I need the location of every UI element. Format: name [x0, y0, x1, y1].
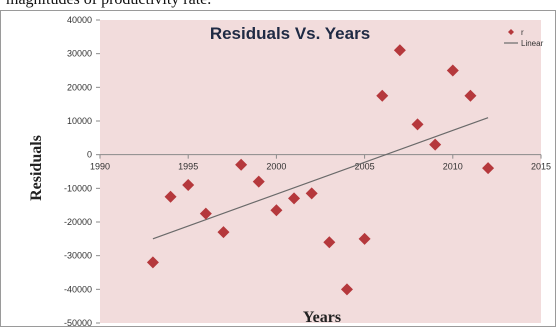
legend-marker-r: [508, 29, 514, 35]
trendline: [152, 117, 489, 240]
y-tick-label: 0: [87, 150, 92, 160]
data-point: [288, 192, 301, 205]
chart-title: Residuals Vs. Years: [210, 24, 370, 43]
data-point: [411, 118, 424, 131]
y-tick-label: -20000: [64, 217, 92, 227]
y-tick-label: 20000: [67, 82, 92, 92]
x-tick-label: 2000: [266, 162, 286, 172]
top-text: magnitudes of productivity rate.: [6, 0, 211, 9]
x-tick-label: 1995: [178, 162, 198, 172]
x-axis-title: Years: [303, 309, 341, 326]
y-tick-label: -50000: [64, 318, 92, 328]
x-tick-label: 2010: [443, 162, 463, 172]
x-tick-label: 2015: [531, 162, 551, 172]
y-tick-label: -10000: [64, 183, 92, 193]
x-axis-ticks: 1990 1995 2000 2005 2010 2015: [90, 154, 551, 172]
y-tick-label: 30000: [67, 49, 92, 59]
top-text-strip: magnitudes of productivity rate.: [0, 0, 558, 10]
data-point: [482, 162, 495, 175]
data-point: [446, 64, 459, 77]
data-point: [340, 283, 353, 296]
data-point: [358, 232, 371, 245]
data-point: [393, 44, 406, 57]
data-point: [199, 207, 212, 220]
legend-label-r: r: [521, 28, 524, 37]
legend: r Linear: [504, 28, 544, 48]
data-point: [217, 226, 230, 239]
x-tick-label: 1990: [90, 162, 110, 172]
x-tick-label: 2005: [355, 162, 375, 172]
legend-label-linear: Linear: [521, 39, 544, 48]
data-points: [146, 44, 495, 296]
data-point: [235, 158, 248, 171]
data-point: [270, 204, 283, 217]
data-point: [464, 89, 477, 102]
data-point: [305, 187, 318, 200]
y-axis-title: Residuals: [28, 135, 45, 201]
y-tick-label: 40000: [67, 15, 92, 25]
data-point: [146, 256, 159, 269]
data-point: [252, 175, 265, 188]
data-point: [323, 236, 336, 249]
y-tick-label: 10000: [67, 116, 92, 126]
data-point: [429, 138, 442, 151]
y-tick-label: -30000: [64, 251, 92, 261]
y-axis-ticks: 40000 30000 20000 10000 0 -10000 -20000 -30000 -…: [64, 15, 100, 328]
plot-area: [100, 20, 541, 323]
data-point: [376, 89, 389, 102]
data-point: [182, 178, 195, 191]
data-point: [164, 190, 177, 203]
y-tick-label: -40000: [64, 284, 92, 294]
